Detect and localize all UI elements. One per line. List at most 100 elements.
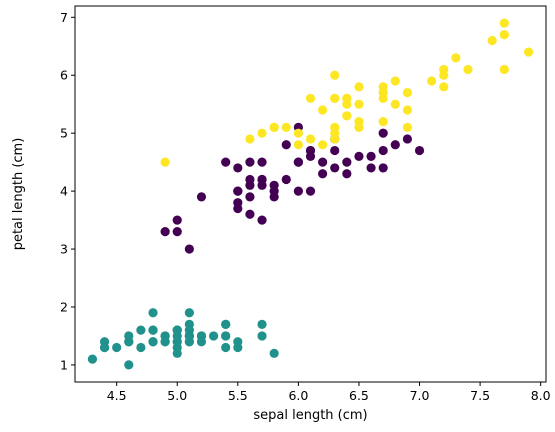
data-point [390, 76, 400, 86]
y-tick-label: 3 [60, 242, 68, 257]
data-point [305, 134, 316, 144]
x-tick-label: 6.0 [288, 388, 308, 403]
data-point [124, 360, 134, 370]
x-tick-label: 5.0 [167, 388, 187, 403]
data-point [233, 203, 243, 214]
data-point [354, 116, 364, 127]
data-point [305, 151, 316, 161]
data-point [281, 122, 291, 132]
data-point [87, 354, 98, 364]
y-tick-label: 7 [60, 10, 68, 25]
data-point [208, 331, 219, 341]
data-point [439, 70, 449, 80]
data-point [257, 319, 267, 329]
data-point [269, 186, 279, 196]
data-point [184, 308, 194, 318]
data-point [427, 76, 437, 86]
data-point [245, 192, 255, 202]
data-point [269, 348, 279, 358]
data-point [378, 116, 388, 127]
data-point [402, 134, 413, 144]
data-point [281, 174, 291, 185]
y-tick-label: 1 [60, 357, 68, 372]
data-point [402, 105, 413, 115]
data-point [305, 186, 316, 196]
data-point [330, 128, 340, 138]
data-point [172, 325, 182, 335]
data-point [257, 331, 267, 341]
data-point [221, 319, 231, 329]
data-point [245, 174, 255, 185]
y-tick-label: 4 [60, 184, 68, 199]
y-axis-ticks: 1 2 3 4 5 6 7 [60, 10, 75, 372]
data-points [87, 18, 534, 370]
data-point [160, 337, 170, 347]
data-point [499, 18, 509, 28]
x-tick-label: 8.0 [531, 388, 551, 403]
data-point [233, 186, 243, 196]
plot-frame [74, 5, 547, 383]
data-point [172, 337, 182, 347]
data-point [257, 215, 267, 225]
data-point [233, 342, 243, 353]
data-point [366, 163, 376, 173]
data-point [318, 105, 328, 115]
data-point [305, 93, 316, 104]
data-point [233, 163, 243, 173]
x-tick-label: 4.5 [107, 388, 127, 403]
x-tick-label: 5.5 [228, 388, 248, 403]
data-point [318, 169, 328, 179]
data-point [318, 140, 328, 150]
data-point [354, 151, 364, 161]
y-tick-label: 2 [60, 299, 68, 314]
data-point [221, 331, 231, 341]
data-point [184, 325, 194, 335]
data-point [390, 99, 400, 109]
y-tick-label: 6 [60, 68, 68, 83]
data-point [257, 128, 267, 138]
data-point [293, 186, 303, 196]
data-point [487, 35, 497, 46]
data-point [390, 140, 400, 150]
data-point [342, 157, 352, 167]
data-point [221, 157, 231, 167]
data-point [499, 64, 509, 75]
data-point [293, 128, 303, 138]
y-axis-label: petal length (cm) [11, 138, 26, 251]
data-point [184, 244, 194, 254]
data-point [281, 140, 291, 150]
data-point [378, 88, 388, 98]
data-point [196, 331, 207, 341]
data-point [330, 70, 340, 80]
data-point [269, 122, 279, 132]
data-point [99, 342, 110, 353]
data-point [354, 99, 364, 109]
data-point [342, 99, 352, 109]
x-axis-label: sepal length (cm) [253, 408, 367, 423]
data-point [160, 227, 170, 237]
data-point [354, 82, 364, 92]
data-point [342, 111, 352, 121]
data-point [330, 145, 340, 156]
y-tick-label: 5 [60, 126, 68, 141]
x-axis-ticks: 4.5 5.0 5.5 6.0 6.5 7.0 7.5 8.0 [107, 382, 551, 403]
data-point [366, 151, 376, 161]
data-point [124, 337, 134, 347]
data-point [148, 325, 158, 335]
data-point [136, 342, 146, 353]
data-point [196, 192, 207, 202]
data-point [257, 180, 267, 190]
data-point [245, 209, 255, 219]
data-point [172, 227, 182, 237]
data-point [245, 157, 255, 167]
data-point [414, 145, 425, 156]
data-point [342, 169, 352, 179]
x-tick-label: 7.0 [410, 388, 430, 403]
data-point [293, 140, 303, 150]
data-point [330, 163, 340, 173]
data-point [378, 163, 388, 173]
data-point [293, 157, 303, 167]
data-point [112, 342, 122, 353]
data-point [463, 64, 473, 75]
